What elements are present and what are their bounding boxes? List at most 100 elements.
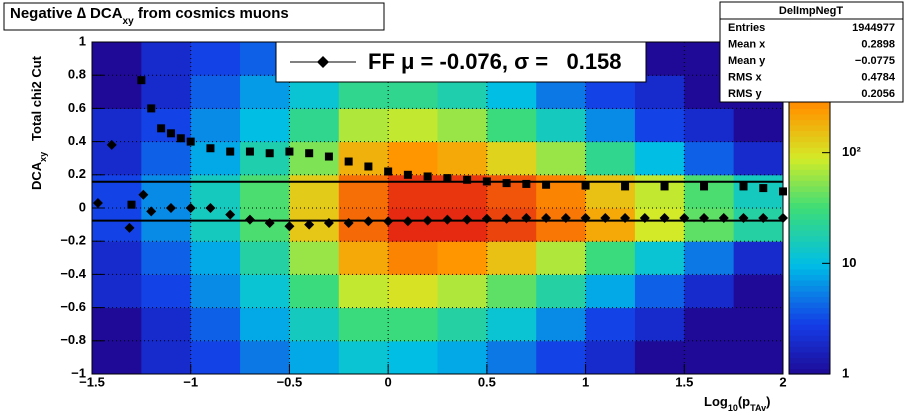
heat-cell (536, 307, 587, 342)
colorbar-swatch (789, 313, 830, 320)
profile-point (718, 212, 729, 223)
heat-cell (684, 108, 735, 143)
heat-cell (141, 75, 192, 109)
profile-point (166, 129, 175, 138)
heat-cell (190, 307, 241, 342)
heat-cell (634, 141, 685, 176)
colorbar-swatch (789, 102, 830, 109)
heat-cell (388, 141, 438, 176)
colorbar-swatch (789, 285, 830, 292)
heat-cell (634, 108, 685, 143)
heat-cell (388, 108, 438, 143)
stats-value: 1944977 (852, 22, 895, 34)
heat-cell (684, 141, 735, 176)
heat-cell (684, 307, 735, 342)
heat-cell (388, 208, 438, 242)
colorbar-swatch (789, 307, 830, 314)
heat-cell (437, 141, 488, 176)
colorbar-swatch (789, 263, 830, 270)
heat-cell (733, 274, 784, 309)
profile-point (600, 212, 611, 223)
heat-cell (634, 208, 685, 242)
heat-cell (92, 141, 142, 176)
colorbar-swatch (789, 335, 830, 342)
x-tick-label: −1.5 (79, 374, 105, 389)
profile-point (443, 174, 452, 183)
heat-cell (437, 307, 488, 342)
heat-cell (190, 75, 241, 109)
heat-cell (190, 42, 241, 76)
heat-cell (585, 241, 636, 275)
colorbar-swatch (789, 130, 830, 137)
heat-cell (141, 42, 192, 76)
x-axis-label: Log10(pTAv) (704, 394, 770, 413)
profile-point (363, 216, 374, 227)
profile-point (383, 216, 394, 227)
heat-cell (141, 307, 192, 342)
heat-cell (240, 108, 290, 143)
colorbar-swatch (789, 279, 830, 287)
colorbar-swatch (789, 152, 830, 159)
heat-cell (388, 241, 438, 275)
heat-cell (437, 274, 488, 309)
heat-cell (437, 108, 488, 143)
profile-point (344, 157, 353, 166)
heat-cell (141, 241, 192, 275)
heat-cell (190, 108, 241, 143)
profile-point (264, 217, 275, 228)
profile-point (285, 147, 294, 156)
heat-cell (437, 208, 488, 242)
colorbar-swatch (789, 230, 830, 237)
x-tick-label: 1.5 (675, 374, 693, 389)
profile-point (146, 206, 157, 217)
y-axis-label: DCAxy Total chi2 Cut (29, 55, 48, 190)
heat-cell (684, 340, 735, 375)
profile-point (165, 203, 176, 213)
profile-point (245, 147, 254, 156)
heat-cell (733, 241, 784, 275)
colorbar-swatch (789, 213, 830, 220)
heat-cell (634, 174, 685, 209)
heat-cell (486, 274, 537, 309)
heat-cell (141, 174, 192, 209)
stats-value: 0.2898 (861, 38, 895, 50)
profile-point (581, 181, 590, 190)
profile-point (580, 212, 591, 223)
profile-point (639, 212, 650, 223)
heat-cell (536, 141, 587, 176)
heat-cell (240, 307, 290, 342)
x-tick-label: 1 (582, 374, 589, 389)
heat-cell (585, 208, 636, 242)
heat-cell (289, 108, 340, 143)
y-tick-label: 1 (79, 33, 86, 48)
heat-cell (634, 307, 685, 342)
heat-cell (486, 307, 537, 342)
profile-point (660, 182, 669, 191)
heat-cell (190, 241, 241, 275)
profile-point (659, 212, 670, 223)
profile-point (205, 203, 216, 213)
y-tick-label: 0.4 (68, 133, 87, 148)
y-tick-label: 0 (79, 199, 86, 214)
colorbar-swatch (789, 202, 830, 209)
z-tick-label: 10² (842, 144, 861, 159)
colorbar-swatch (789, 257, 830, 264)
heat-cell (388, 307, 438, 342)
y-tick-label: 0.8 (68, 67, 86, 82)
heat-cell (733, 174, 784, 209)
legend-text: FF μ = -0.076, σ = 0.158 (368, 49, 622, 74)
colorbar-swatch (789, 252, 830, 259)
y-tick-label: 0.2 (68, 166, 86, 181)
colorbar-swatch (789, 357, 830, 364)
profile-point (225, 209, 236, 220)
heat-cell (585, 307, 636, 342)
heat-cell (585, 340, 636, 375)
heat-cell (190, 174, 241, 209)
colorbar-swatch (789, 113, 830, 121)
profile-point (127, 200, 136, 209)
colorbar-swatch (789, 340, 830, 347)
heat-cell (240, 208, 290, 242)
heat-cell (141, 141, 192, 176)
profile-point (542, 180, 551, 189)
